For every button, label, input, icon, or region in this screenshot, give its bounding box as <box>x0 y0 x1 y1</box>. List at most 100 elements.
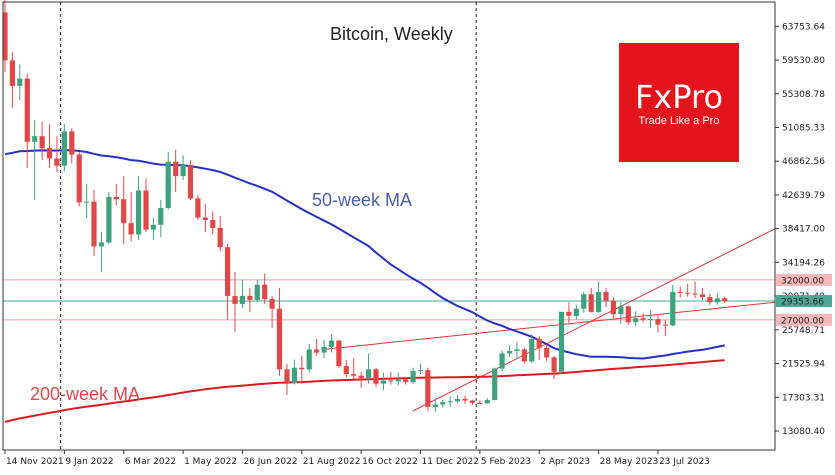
y-tick-label: 46862.56 <box>782 157 825 167</box>
trend-channel-line <box>412 228 776 412</box>
candle-body <box>640 318 646 320</box>
candle-body <box>625 306 631 323</box>
ma50-line <box>4 149 725 360</box>
x-tick-label: 16 Oct 2022 <box>362 457 418 467</box>
candle-body <box>536 339 542 348</box>
y-tick-label: 17303.31 <box>782 393 825 403</box>
candle-body <box>225 247 231 296</box>
candle-body <box>699 294 706 298</box>
candle-body <box>395 379 401 382</box>
candle-body <box>447 401 453 403</box>
candle-body <box>61 131 67 166</box>
candle-body <box>492 368 498 400</box>
candle-body <box>187 164 194 199</box>
ma200-label: 200-week MA <box>30 384 140 404</box>
y-tick-label: 13080.40 <box>782 427 825 437</box>
candle-body <box>136 190 142 235</box>
y-tick-label: 59530.80 <box>782 56 825 66</box>
candle-body <box>158 208 164 225</box>
candle-body <box>2 12 8 61</box>
candle-body <box>544 347 550 358</box>
candle-body <box>477 402 483 404</box>
candle-body <box>91 201 97 247</box>
x-tick-label: 6 Mar 2022 <box>125 457 176 467</box>
candle-body <box>150 224 156 230</box>
candle-body <box>276 308 283 370</box>
candle-body <box>173 161 179 177</box>
candle-body <box>373 369 379 384</box>
candle-body <box>410 370 416 383</box>
candle-body <box>121 199 127 224</box>
candle-body <box>306 349 312 370</box>
ma200-line <box>4 359 725 423</box>
candle-body <box>655 319 661 325</box>
candle-body <box>603 291 609 301</box>
candle-body <box>217 228 223 248</box>
candle-body <box>299 367 305 370</box>
candle-body <box>388 380 394 382</box>
candle-body <box>714 298 720 303</box>
candle-body <box>98 242 105 247</box>
y-tick-label: 34194.26 <box>782 258 825 268</box>
candle-body <box>366 369 372 379</box>
candle-body <box>343 366 349 375</box>
trend-channel-line <box>324 301 776 350</box>
candle-body <box>499 353 505 369</box>
candle-body <box>358 375 364 379</box>
candle-body <box>314 349 320 353</box>
candle-body <box>262 284 268 300</box>
price-level-tag-label: 27000.00 <box>781 316 824 326</box>
candle-body <box>202 217 208 220</box>
candle-body <box>24 78 30 142</box>
candle-body <box>558 311 565 372</box>
x-tick-label: 5 Feb 2023 <box>481 457 531 467</box>
candle-body <box>618 306 624 315</box>
candle-body <box>610 300 616 315</box>
price-level-tag-bg <box>776 313 832 326</box>
candle-body <box>455 398 461 402</box>
candle-body <box>69 131 75 155</box>
x-tick-label: 26 Jun 2022 <box>243 457 297 467</box>
candle-body <box>566 311 572 316</box>
candle-body <box>529 339 535 362</box>
y-tick-label: 21525.94 <box>782 360 825 370</box>
candle-body <box>180 164 186 177</box>
candle-body <box>670 291 676 326</box>
x-tick-label: 14 Nov 2021 <box>6 457 64 467</box>
y-tick-label: 63753.64 <box>782 22 825 32</box>
candle-body <box>425 370 431 407</box>
candle-body <box>514 349 520 351</box>
candle-body <box>403 379 409 383</box>
candle-body <box>484 400 490 404</box>
candle-body <box>9 60 15 86</box>
y-tick-label: 55308.78 <box>782 90 825 100</box>
candle-body <box>113 196 119 200</box>
candle-body <box>596 291 602 312</box>
candle-body <box>269 299 275 309</box>
candle-body <box>328 340 335 347</box>
x-tick-label: 1 May 2022 <box>184 457 237 467</box>
y-tick-label: 42639.79 <box>782 191 825 201</box>
candle-body <box>707 297 713 303</box>
ma50-label: 50-week MA <box>312 190 412 210</box>
candle-body <box>417 370 424 372</box>
candle-body <box>588 294 594 312</box>
candle-body <box>677 291 683 293</box>
x-tick-label: 2 Apr 2023 <box>540 457 590 467</box>
price-level-tag-bg <box>776 273 832 286</box>
x-tick-label: 23 Jul 2023 <box>659 457 710 467</box>
candle-body <box>232 295 238 304</box>
candle-body <box>521 349 527 362</box>
candle-body <box>32 136 38 142</box>
y-tick-label: 25748.71 <box>782 326 825 336</box>
candle-body <box>17 78 23 86</box>
candle-body <box>685 292 691 294</box>
candle-body <box>551 357 557 372</box>
candle-body <box>128 223 134 235</box>
candle-body <box>722 298 728 302</box>
candle-body <box>106 196 112 243</box>
candle-body <box>462 398 468 401</box>
candle-body <box>351 374 357 376</box>
